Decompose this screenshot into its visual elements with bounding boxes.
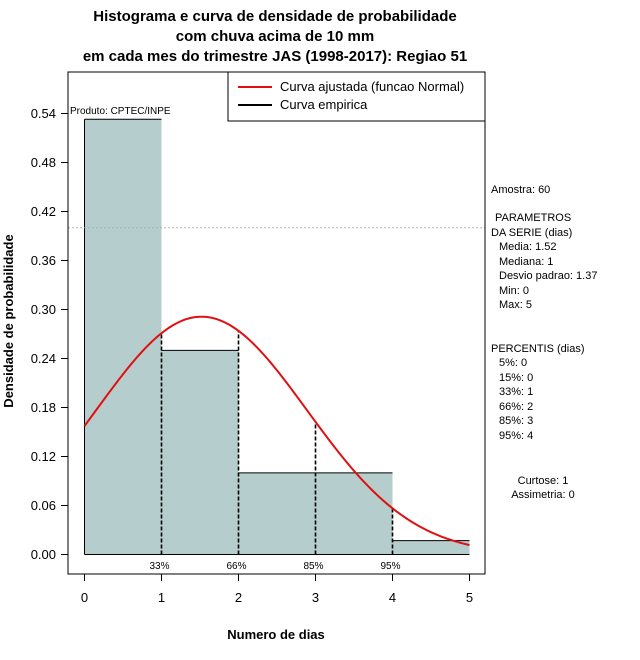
y-tick-label-6: 0.36 (31, 253, 56, 268)
chart-title-line-1: Histograma e curva de densidade de proba… (93, 8, 456, 25)
kurtosis: Curtose: 1 (518, 475, 569, 487)
param-median: Mediana: 1 (499, 256, 553, 268)
params-title-2: DA SERIE (dias) (491, 227, 572, 239)
percentile-label-0: 33% (149, 561, 169, 572)
chart-title-line-2: com chuva acima de 10 mm (176, 28, 374, 45)
histogram-bar-1 (161, 350, 239, 555)
skewness: Assimetria: 0 (511, 489, 575, 501)
y-tick-label-3: 0.18 (31, 400, 56, 415)
x-tick-label-5: 5 (466, 590, 473, 605)
x-axis-label: Numero de dias (227, 627, 325, 642)
percentile-labels: 33% 66% 85% 95% (149, 561, 400, 572)
percentil-5: 5%: 0 (499, 357, 527, 369)
x-tick-label-0: 0 (81, 590, 88, 605)
histogram-bar-4 (392, 540, 470, 555)
legend-box (227, 71, 486, 122)
param-min: Min: 0 (499, 285, 529, 297)
histogram-bars (84, 118, 470, 555)
percentile-label-2: 85% (303, 561, 323, 572)
param-max: Max: 5 (499, 299, 532, 311)
percentile-label-3: 95% (380, 561, 400, 572)
percentile-lines (160, 330, 394, 555)
histogram-bar-3 (315, 472, 393, 555)
param-sd: Desvio padrao: 1.37 (499, 270, 597, 282)
percentil-33: 33%: 1 (499, 386, 533, 398)
side-panel: Amostra: 60 PARAMETROS DA SERIE (dias) M… (491, 184, 597, 501)
y-tick-label-2: 0.12 (31, 449, 56, 464)
x-axis: 0 1 2 3 4 5 (81, 573, 473, 605)
legend-empirical-label: Curva empirica (280, 97, 368, 112)
percentil-66: 66%: 2 (499, 401, 533, 413)
fitted-normal-curve (83, 315, 470, 547)
percentil-15: 15%: 0 (499, 372, 533, 384)
y-tick-label-1: 0.06 (31, 498, 56, 513)
percentil-85: 85%: 3 (499, 415, 533, 427)
x-tick-label-1: 1 (158, 590, 165, 605)
legend-fitted-label: Curva ajustada (funcao Normal) (280, 79, 464, 94)
legend: Curva ajustada (funcao Normal) Curva emp… (227, 71, 486, 122)
percentis-title: PERCENTIS (dias) (491, 343, 585, 355)
y-axis: 0.00 0.06 0.12 0.18 0.24 0.30 0.36 0.42 0.48 0.54 (31, 106, 69, 562)
chart-title-line-3: em cada mes do trimestre JAS (1998-2017)… (83, 48, 467, 65)
y-tick-label-4: 0.24 (31, 351, 56, 366)
y-axis-label: Densidade de probabilidade (1, 234, 16, 407)
params-title-1: PARAMETROS (495, 212, 571, 224)
sample-size: Amostra: 60 (491, 184, 550, 196)
percentile-label-1: 66% (226, 561, 246, 572)
percentil-95: 95%: 4 (499, 430, 533, 442)
x-tick-label-4: 4 (389, 590, 396, 605)
x-tick-label-3: 3 (312, 590, 319, 605)
y-tick-label-8: 0.48 (31, 155, 56, 170)
param-mean: Media: 1.52 (499, 241, 556, 253)
y-tick-label-9: 0.54 (31, 106, 56, 121)
y-tick-label-5: 0.30 (31, 302, 56, 317)
y-tick-label-7: 0.42 (31, 204, 56, 219)
x-tick-label-2: 2 (235, 590, 242, 605)
histogram-bar-0 (84, 119, 162, 555)
credit-text: Produto: CPTEC/INPE (70, 106, 171, 117)
histogram-bar-2 (238, 472, 316, 555)
y-tick-label-0: 0.00 (31, 547, 56, 562)
